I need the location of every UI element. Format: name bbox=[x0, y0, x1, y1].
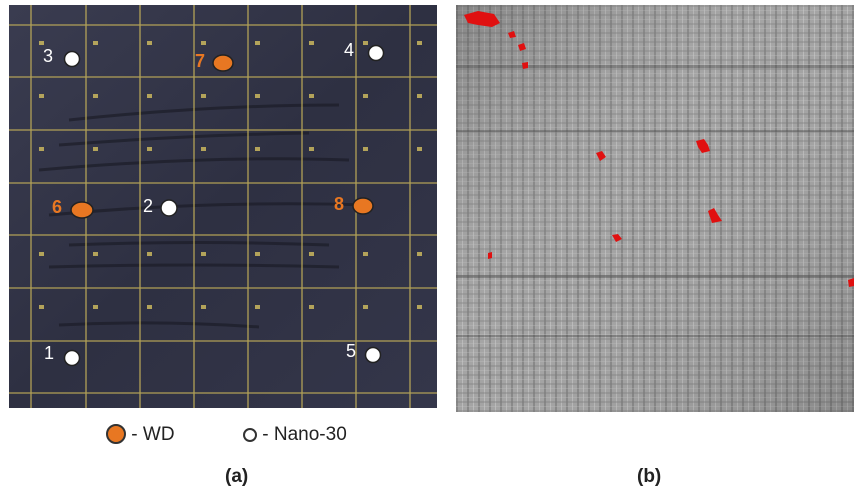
legend-wd: - WD bbox=[106, 424, 175, 446]
sensor-label-5: 5 bbox=[346, 341, 356, 361]
defect-spot bbox=[708, 208, 722, 223]
caption-a: (a) bbox=[225, 466, 249, 487]
grid-lines bbox=[9, 5, 437, 408]
defect-spot bbox=[696, 139, 710, 153]
legend-nano: - Nano-30 bbox=[243, 424, 347, 446]
nano-legend-icon bbox=[243, 428, 257, 442]
sensor-marker-4: 4 bbox=[344, 40, 385, 62]
plate-photo: 3 4 7 6 2 8 1 5 bbox=[9, 5, 437, 408]
sensor-label-2: 2 bbox=[143, 196, 153, 216]
defect-spot bbox=[612, 234, 622, 242]
sensor-label-3: 3 bbox=[43, 46, 53, 66]
inspection-image bbox=[456, 5, 854, 412]
defect-regions bbox=[464, 11, 854, 287]
sensor-marker-3: 3 bbox=[43, 46, 81, 68]
sensor-marker-2: 2 bbox=[143, 196, 178, 217]
sensor-marker-5: 5 bbox=[346, 341, 382, 364]
defect-spot bbox=[464, 11, 500, 27]
sensor-marker-8: 8 bbox=[334, 194, 374, 215]
plate-photo-svg: 3 4 7 6 2 8 1 5 bbox=[9, 5, 437, 408]
sensor-label-8: 8 bbox=[334, 194, 344, 214]
sensor-label-1: 1 bbox=[44, 343, 54, 363]
defect-spot bbox=[848, 278, 854, 287]
sensor-marker-7: 7 bbox=[195, 51, 234, 72]
defect-spot bbox=[522, 62, 528, 69]
inspection-image-svg bbox=[456, 5, 854, 412]
sensor-marker-1: 1 bbox=[44, 343, 81, 367]
grid-marks bbox=[39, 41, 422, 309]
defect-spot bbox=[518, 43, 526, 51]
defect-spot bbox=[596, 151, 606, 161]
legend-nano-label: - Nano-30 bbox=[262, 424, 347, 445]
legend-wd-label: - WD bbox=[131, 424, 175, 445]
sensor-label-7: 7 bbox=[195, 51, 205, 71]
caption-b: (b) bbox=[637, 466, 662, 487]
sensor-marker-6: 6 bbox=[52, 197, 94, 219]
defect-spot bbox=[508, 31, 516, 38]
wd-legend-icon bbox=[106, 424, 126, 444]
defect-spot bbox=[488, 252, 492, 259]
sensor-label-4: 4 bbox=[344, 40, 354, 60]
sensor-label-6: 6 bbox=[52, 197, 62, 217]
